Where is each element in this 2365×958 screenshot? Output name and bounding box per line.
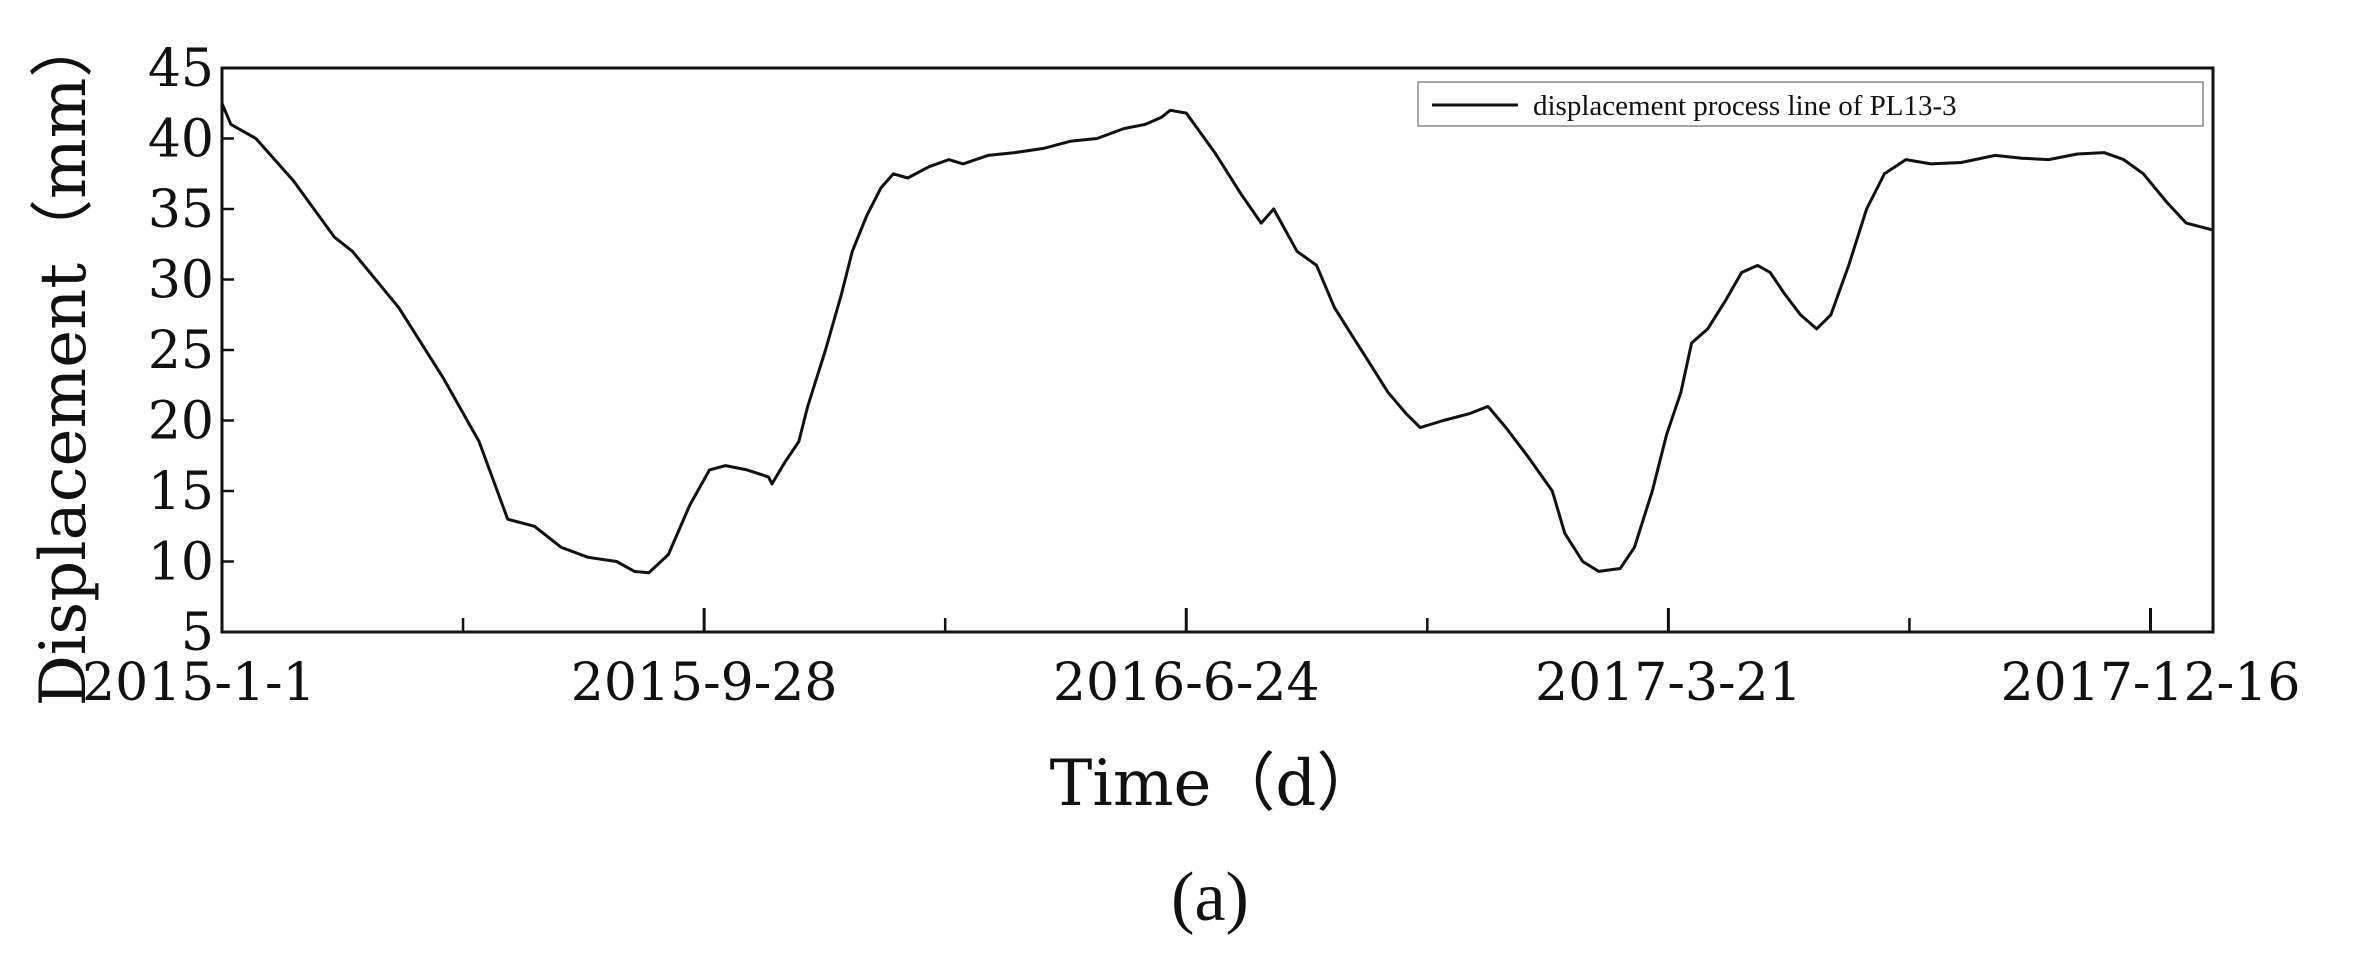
plot-frame [220, 66, 2215, 634]
x-axis-title: Time（d） [1050, 747, 1381, 821]
x-tick-label: 2017-3-21 [1535, 653, 1802, 713]
legend: displacement process line of PL13-3 [1417, 81, 2204, 127]
legend-box [1417, 81, 2204, 127]
y-tick-label: 5 [181, 603, 214, 663]
y-tick-label: 15 [148, 462, 214, 522]
x-tick-label: 2015-1-1 [82, 653, 316, 713]
y-axis-title: Displacement（mm） [27, 14, 101, 707]
y-tick-label: 25 [148, 321, 214, 381]
series-line [220, 102, 2214, 575]
y-tick-label: 35 [148, 180, 214, 240]
x-tick-label: 2017-12-16 [2001, 653, 2301, 713]
y-tick-label: 20 [148, 392, 214, 452]
y-tick-label: 30 [148, 251, 214, 311]
y-tick-label: 45 [148, 39, 214, 99]
axes: 5 10 15 20 25 30 35 40 45 2015-1-1 2015-9-28 2016-6… [82, 39, 2300, 713]
series-lines [220, 102, 2214, 575]
y-tick-label: 40 [148, 110, 214, 170]
legend-label: displacement process line of PL13-3 [1533, 90, 1957, 122]
x-tick-label: 2015-9-28 [571, 653, 838, 713]
y-tick-label: 10 [148, 533, 214, 593]
x-tick-label: 2016-6-24 [1053, 653, 1320, 713]
figure-caption: (a) [1171, 859, 1249, 936]
